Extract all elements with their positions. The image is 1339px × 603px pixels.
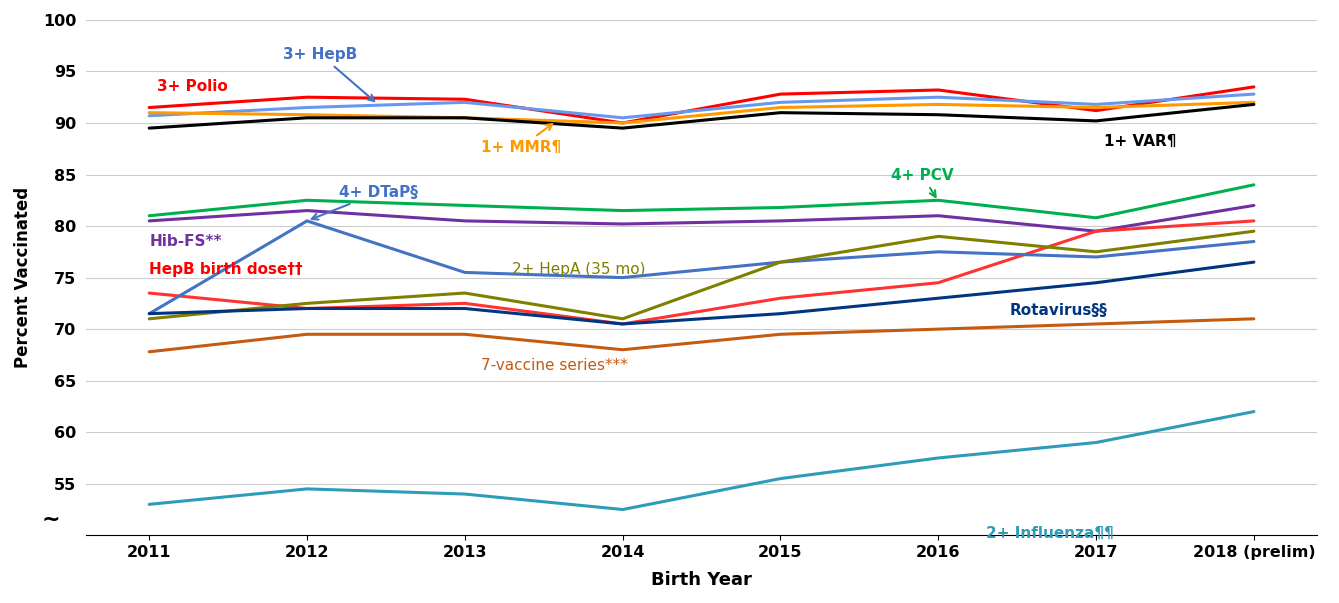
Text: 3+ Polio: 3+ Polio (157, 80, 228, 95)
Text: 4+ DTaP§: 4+ DTaP§ (312, 185, 418, 219)
Text: Hib-FS**: Hib-FS** (149, 234, 222, 249)
Text: 1+ MMR¶: 1+ MMR¶ (481, 124, 561, 155)
Y-axis label: Percent Vaccinated: Percent Vaccinated (13, 187, 32, 368)
Text: 2+ Influenza¶¶: 2+ Influenza¶¶ (986, 526, 1114, 541)
Text: HepB birth dose††: HepB birth dose†† (149, 262, 303, 277)
X-axis label: Birth Year: Birth Year (651, 571, 753, 589)
Text: Rotavirus§§: Rotavirus§§ (1010, 303, 1107, 318)
Text: ~: ~ (42, 510, 60, 530)
Text: 1+ VAR¶: 1+ VAR¶ (1103, 134, 1177, 149)
Text: 2+ HepA (35 mo): 2+ HepA (35 mo) (513, 262, 645, 277)
Text: 3+ HepB: 3+ HepB (284, 47, 374, 101)
Text: 4+ PCV: 4+ PCV (890, 168, 953, 197)
Text: 7-vaccine series***: 7-vaccine series*** (481, 358, 628, 373)
